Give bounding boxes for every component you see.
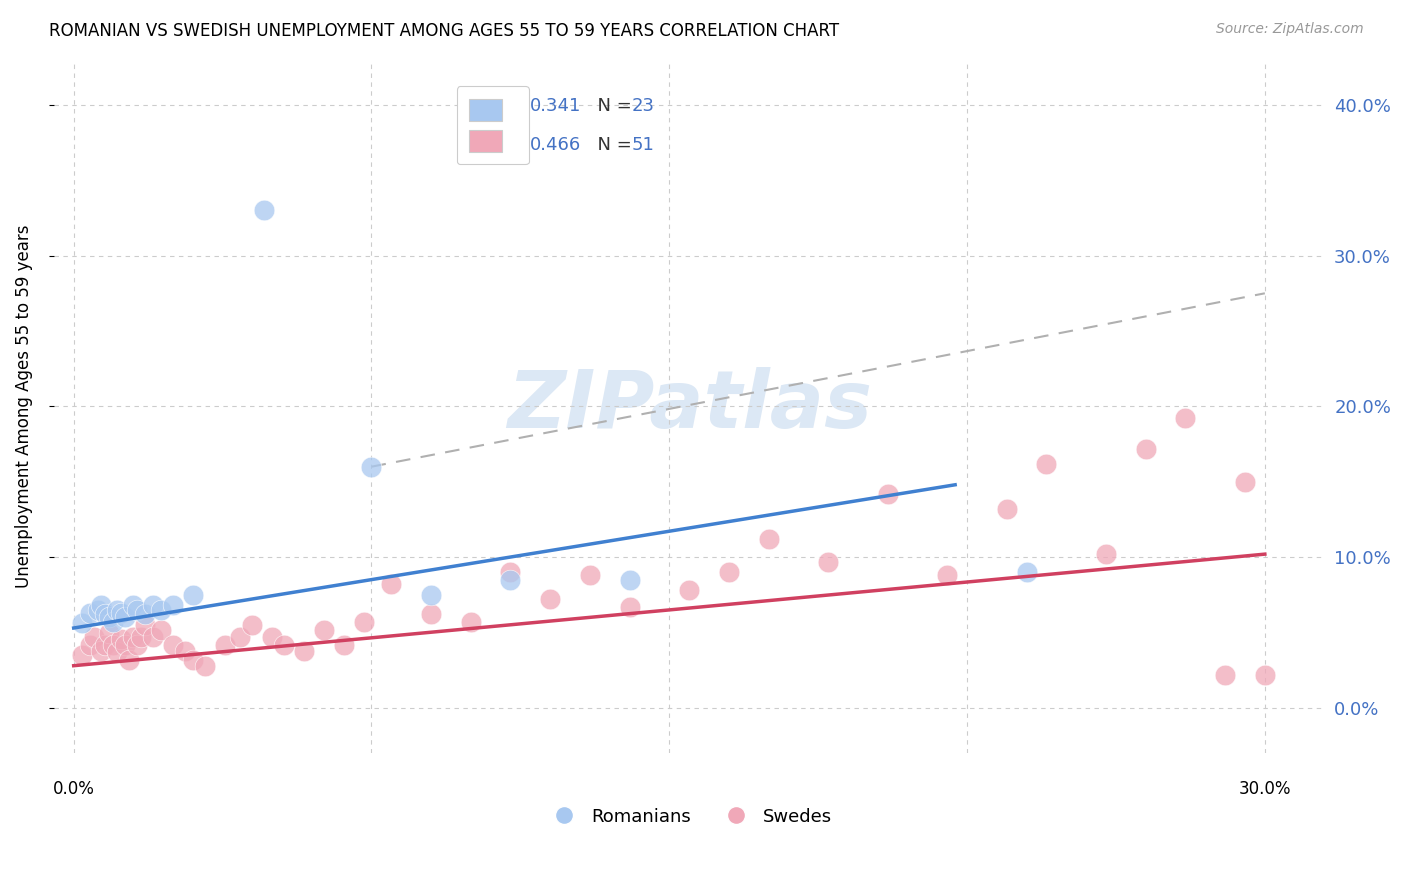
Point <box>332 638 354 652</box>
Point <box>499 566 522 580</box>
Point <box>105 603 128 617</box>
Point <box>94 638 117 652</box>
Point <box>420 588 443 602</box>
Point <box>312 623 335 637</box>
Point <box>142 599 165 613</box>
Legend: Romanians, Swedes: Romanians, Swedes <box>538 800 839 833</box>
Point <box>70 648 93 662</box>
Point <box>114 638 136 652</box>
Point <box>717 566 740 580</box>
Point <box>110 632 132 646</box>
Text: R =: R = <box>482 136 520 154</box>
Text: 0.466: 0.466 <box>530 136 581 154</box>
Point <box>240 618 263 632</box>
Point <box>79 606 101 620</box>
Point <box>129 630 152 644</box>
Point <box>90 643 112 657</box>
Point <box>262 630 284 644</box>
Text: 23: 23 <box>631 97 655 115</box>
Point <box>114 610 136 624</box>
Point <box>122 599 145 613</box>
Point <box>1213 667 1236 681</box>
Point <box>1135 442 1157 456</box>
Point <box>292 643 315 657</box>
Point <box>103 638 125 652</box>
Point <box>173 643 195 657</box>
Point <box>94 607 117 622</box>
Point <box>98 610 121 624</box>
Text: 0.341: 0.341 <box>530 97 582 115</box>
Point <box>995 502 1018 516</box>
Text: ZIPatlas: ZIPatlas <box>506 368 872 445</box>
Point <box>118 653 141 667</box>
Text: 0.0%: 0.0% <box>53 780 94 798</box>
Point <box>110 606 132 620</box>
Point <box>1015 566 1038 580</box>
Point <box>538 592 561 607</box>
Point <box>194 658 217 673</box>
Point <box>181 653 204 667</box>
Point <box>1174 411 1197 425</box>
Point <box>273 638 295 652</box>
Point <box>150 623 173 637</box>
Point <box>876 487 898 501</box>
Text: 30.0%: 30.0% <box>1239 780 1291 798</box>
Point <box>579 568 602 582</box>
Y-axis label: Unemployment Among Ages 55 to 59 years: Unemployment Among Ages 55 to 59 years <box>15 225 32 588</box>
Point <box>360 459 382 474</box>
Text: N =: N = <box>586 136 637 154</box>
Point <box>105 645 128 659</box>
Point <box>103 615 125 629</box>
Point <box>181 588 204 602</box>
Point <box>380 577 402 591</box>
Point <box>98 625 121 640</box>
Point <box>678 583 700 598</box>
Point <box>83 630 105 644</box>
Point <box>758 532 780 546</box>
Point <box>134 618 156 632</box>
Point <box>1095 547 1118 561</box>
Point <box>79 638 101 652</box>
Point <box>619 599 641 614</box>
Point <box>122 630 145 644</box>
Point <box>229 630 252 644</box>
Point <box>936 568 959 582</box>
Point <box>420 607 443 622</box>
Point <box>1233 475 1256 489</box>
Text: Source: ZipAtlas.com: Source: ZipAtlas.com <box>1216 22 1364 37</box>
Point <box>150 603 173 617</box>
Point <box>90 599 112 613</box>
Point <box>353 615 375 629</box>
Point <box>253 203 276 218</box>
Point <box>127 638 149 652</box>
Point <box>460 615 482 629</box>
Point <box>134 607 156 622</box>
Point <box>127 603 149 617</box>
Point <box>86 603 108 617</box>
Point <box>142 630 165 644</box>
Point <box>1254 667 1277 681</box>
Point <box>70 616 93 631</box>
Point <box>619 573 641 587</box>
Point <box>817 555 839 569</box>
Text: 51: 51 <box>631 136 655 154</box>
Text: N =: N = <box>586 97 637 115</box>
Point <box>162 599 184 613</box>
Text: R =: R = <box>482 97 520 115</box>
Text: ROMANIAN VS SWEDISH UNEMPLOYMENT AMONG AGES 55 TO 59 YEARS CORRELATION CHART: ROMANIAN VS SWEDISH UNEMPLOYMENT AMONG A… <box>49 22 839 40</box>
Point <box>1035 457 1057 471</box>
Point <box>499 573 522 587</box>
Point <box>162 638 184 652</box>
Point <box>214 638 236 652</box>
